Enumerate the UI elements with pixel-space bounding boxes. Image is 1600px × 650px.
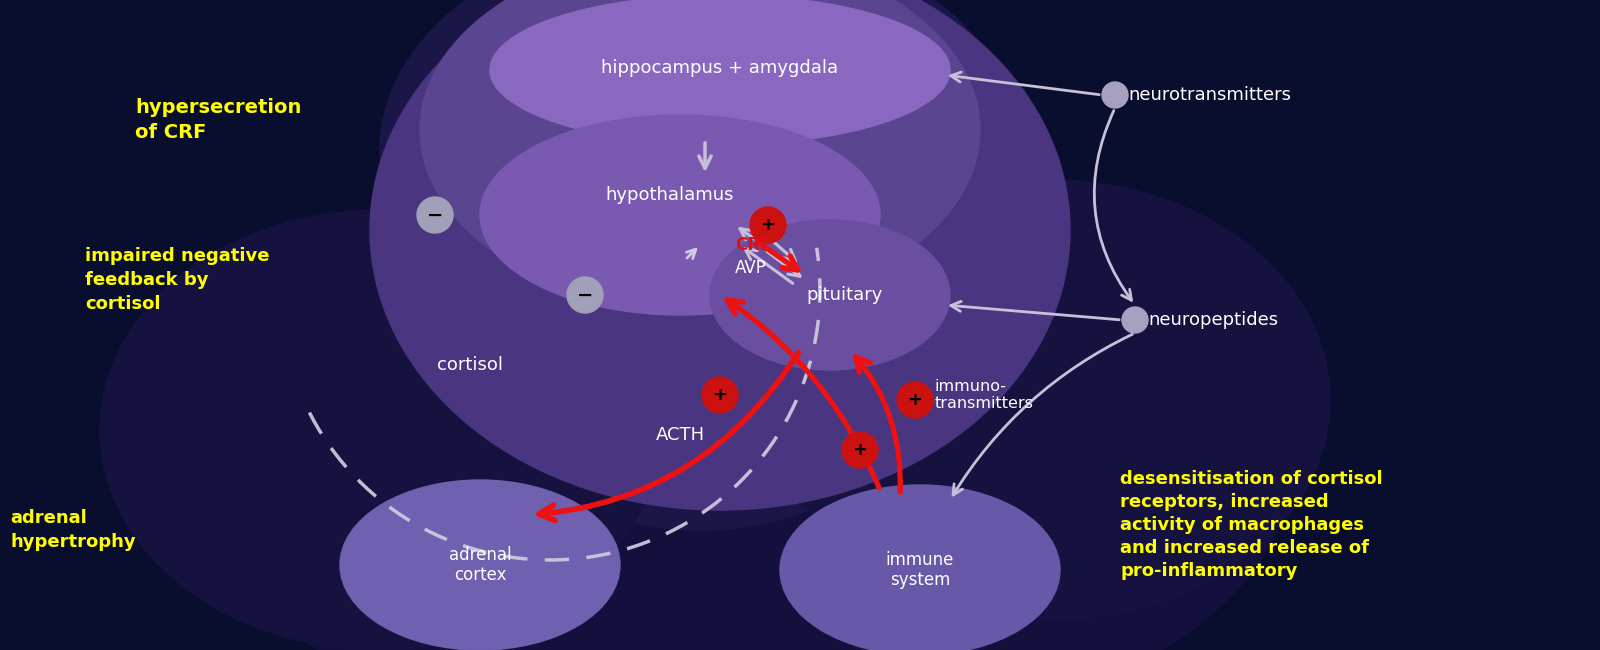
- Text: +: +: [712, 386, 728, 404]
- Text: +: +: [853, 441, 867, 459]
- Ellipse shape: [450, 130, 950, 530]
- Text: adrenal
hypertrophy: adrenal hypertrophy: [10, 509, 136, 551]
- Text: adrenal
cortex: adrenal cortex: [448, 545, 512, 584]
- Circle shape: [898, 382, 933, 418]
- Ellipse shape: [190, 190, 1290, 650]
- Circle shape: [418, 197, 453, 233]
- Text: immune
system: immune system: [886, 551, 954, 590]
- Ellipse shape: [779, 485, 1059, 650]
- Text: hypersecretion
of CRF: hypersecretion of CRF: [134, 98, 301, 142]
- Text: hypothalamus: hypothalamus: [606, 186, 734, 204]
- Text: AVP: AVP: [734, 259, 766, 277]
- Circle shape: [1102, 82, 1128, 108]
- Text: ACTH: ACTH: [656, 426, 704, 444]
- Text: impaired negative
feedback by
cortisol: impaired negative feedback by cortisol: [85, 248, 269, 313]
- Circle shape: [566, 277, 603, 313]
- Text: +: +: [907, 391, 923, 409]
- Ellipse shape: [770, 180, 1330, 620]
- Ellipse shape: [370, 0, 1070, 510]
- Text: CRF: CRF: [734, 236, 771, 254]
- Ellipse shape: [381, 0, 1021, 370]
- Text: −: −: [427, 205, 443, 224]
- Ellipse shape: [419, 0, 979, 310]
- Ellipse shape: [339, 480, 621, 650]
- Text: +: +: [760, 216, 776, 234]
- Ellipse shape: [490, 0, 950, 145]
- Ellipse shape: [710, 220, 950, 370]
- Text: neuropeptides: neuropeptides: [1149, 311, 1278, 329]
- Circle shape: [702, 377, 738, 413]
- Text: desensitisation of cortisol
receptors, increased
activity of macrophages
and inc: desensitisation of cortisol receptors, i…: [1120, 470, 1382, 580]
- Circle shape: [1122, 307, 1149, 333]
- Text: pituitary: pituitary: [806, 286, 883, 304]
- Circle shape: [750, 207, 786, 243]
- Text: cortisol: cortisol: [437, 356, 502, 374]
- Text: neurotransmitters: neurotransmitters: [1128, 86, 1291, 104]
- Text: −: −: [578, 285, 594, 304]
- Text: immuno-
transmitters: immuno- transmitters: [934, 379, 1034, 411]
- Text: hippocampus + amygdala: hippocampus + amygdala: [602, 59, 838, 77]
- Ellipse shape: [480, 115, 880, 315]
- Ellipse shape: [99, 210, 661, 650]
- Circle shape: [842, 432, 878, 468]
